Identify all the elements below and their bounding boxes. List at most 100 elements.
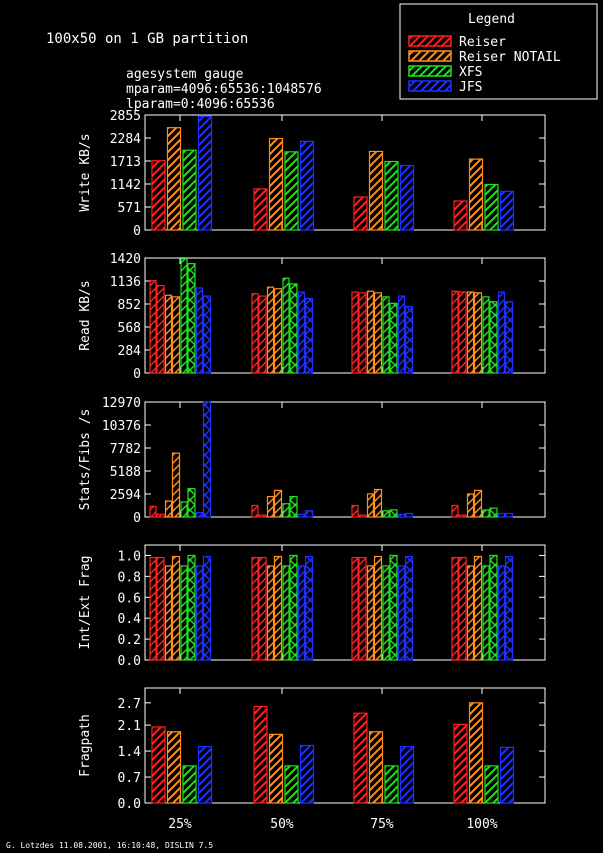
bar-jfs-25-a — [195, 287, 204, 374]
y-tick-label: 0 — [133, 511, 141, 526]
bar-reiser-50-a — [251, 504, 259, 518]
bar-reiser-notail-50-b — [273, 288, 283, 374]
panel-frame — [144, 401, 546, 518]
bar-xfs-100-b — [489, 554, 498, 661]
bar-reiser-notail-50-b — [273, 489, 283, 518]
bar-reiser-100-b — [458, 514, 467, 518]
bar-reiser-notail-100 — [468, 702, 484, 804]
bar-reiser-notail-50-a — [266, 496, 275, 518]
bar-reiser-50-b — [258, 514, 267, 518]
bar-reiser-notail-100-b — [473, 489, 483, 518]
legend-label-reiser: Reiser — [459, 35, 506, 50]
bar-reiser-25-b — [156, 556, 165, 661]
panel-fragpath: 0.0 0.7 1.4 2.1 2.7 Fragpath — [78, 687, 546, 812]
y-axis-label: Int/Ext Frag — [78, 556, 93, 650]
panel-frame — [144, 257, 546, 374]
bar-reiser-notail-25-b — [171, 555, 181, 661]
bar-reiser-notail-25-b — [171, 452, 181, 518]
bar-jfs-75-b — [404, 512, 414, 518]
bar-reiser-75-b — [358, 292, 367, 374]
bar-reiser-100-a — [451, 556, 459, 661]
bar-xfs-100-b — [489, 507, 498, 518]
bar-xfs-50-a — [282, 565, 290, 661]
bar-xfs-50-b — [289, 283, 298, 374]
bar-xfs-75-a — [382, 565, 390, 661]
bar-reiser-75-b — [358, 556, 367, 661]
bar-xfs-100-a — [482, 509, 490, 518]
bar-xfs-100-a — [482, 565, 490, 661]
y-tick-label: 10376 — [102, 419, 141, 434]
bar-xfs-25-a — [180, 258, 188, 374]
bar-reiser-50-b — [258, 295, 267, 374]
legend-swatch-jfs — [408, 80, 452, 92]
bar-jfs-25-a — [195, 511, 204, 518]
legend-label-jfs: JFS — [459, 80, 482, 95]
bar-reiser-25-a — [149, 556, 157, 661]
bar-reiser-100-a — [451, 504, 459, 518]
bar-xfs-100-b — [489, 301, 498, 374]
bar-reiser-notail-100-b — [473, 292, 483, 374]
y-tick-label: 2.1 — [118, 719, 141, 734]
y-tick-label: 0.0 — [118, 797, 141, 812]
param-line-2: mparam=4096:65536:1048576 — [126, 82, 322, 97]
bar-jfs-25-a — [195, 565, 204, 661]
y-axis-label: Write KB/s — [78, 133, 93, 211]
bar-jfs-100-b — [504, 512, 514, 518]
bar-xfs-75 — [384, 160, 399, 231]
y-axis-label: Read KB/s — [78, 280, 93, 350]
bar-xfs-50 — [284, 765, 299, 804]
bar-jfs-100 — [499, 190, 515, 231]
legend-label-xfs: XFS — [459, 65, 482, 80]
legend-swatch-reiser-notail — [408, 50, 452, 62]
panel-write-kb-s: 0 571 1142 1713 2284 2855 Write KB/s — [78, 109, 546, 239]
y-tick-label: 12970 — [102, 396, 141, 411]
y-tick-label: 1.0 — [118, 549, 141, 564]
bar-xfs-50-a — [282, 277, 290, 374]
bar-reiser-100 — [453, 723, 468, 804]
bar-jfs-100 — [499, 746, 515, 804]
bar-xfs-50-b — [289, 554, 298, 661]
bar-reiser-notail-100-a — [466, 565, 475, 661]
bar-reiser-notail-25-b — [171, 296, 181, 374]
y-tick-label: 852 — [118, 298, 141, 313]
x-category-label-100: 100% — [466, 817, 497, 832]
bar-jfs-75-a — [397, 565, 406, 661]
panel-frame — [144, 544, 546, 661]
bar-reiser-notail-75-a — [366, 565, 375, 661]
bar-jfs-100-a — [497, 291, 506, 374]
x-category-label-75: 75% — [370, 817, 394, 832]
bar-reiser-100-b — [458, 291, 467, 374]
bar-xfs-75-b — [389, 554, 398, 661]
y-tick-label: 1142 — [110, 178, 141, 193]
y-tick-label: 0.6 — [118, 591, 141, 606]
bar-reiser-notail-50-a — [266, 565, 275, 661]
bar-reiser-75-a — [351, 556, 359, 661]
bar-jfs-100-b — [504, 301, 514, 374]
bar-reiser-25 — [151, 160, 166, 231]
y-tick-label: 7782 — [110, 442, 141, 457]
bar-xfs-25-b — [187, 488, 196, 518]
x-category-label-50: 50% — [270, 817, 294, 832]
bar-reiser-notail-75 — [368, 731, 384, 804]
bar-xfs-100 — [484, 183, 499, 231]
bar-jfs-25-b — [202, 401, 212, 518]
bar-xfs-25 — [182, 149, 197, 231]
bar-jfs-50-b — [304, 510, 314, 518]
bar-reiser-25-a — [149, 505, 157, 518]
bar-jfs-50-a — [297, 291, 306, 374]
bar-jfs-75-a — [397, 295, 406, 374]
bar-reiser-notail-75 — [368, 150, 384, 231]
legend-swatch-xfs — [408, 65, 452, 77]
bar-xfs-75-a — [382, 296, 390, 374]
bar-xfs-75 — [384, 765, 399, 804]
bar-reiser-75-a — [351, 504, 359, 518]
bar-xfs-50-b — [289, 496, 298, 518]
bar-reiser-25-b — [156, 284, 165, 374]
bar-jfs-25-b — [202, 295, 212, 374]
bar-reiser-50-a — [251, 556, 259, 661]
bar-reiser-notail-75-b — [373, 488, 383, 518]
bar-xfs-25-b — [187, 263, 196, 374]
bar-xfs-25-b — [187, 554, 196, 661]
